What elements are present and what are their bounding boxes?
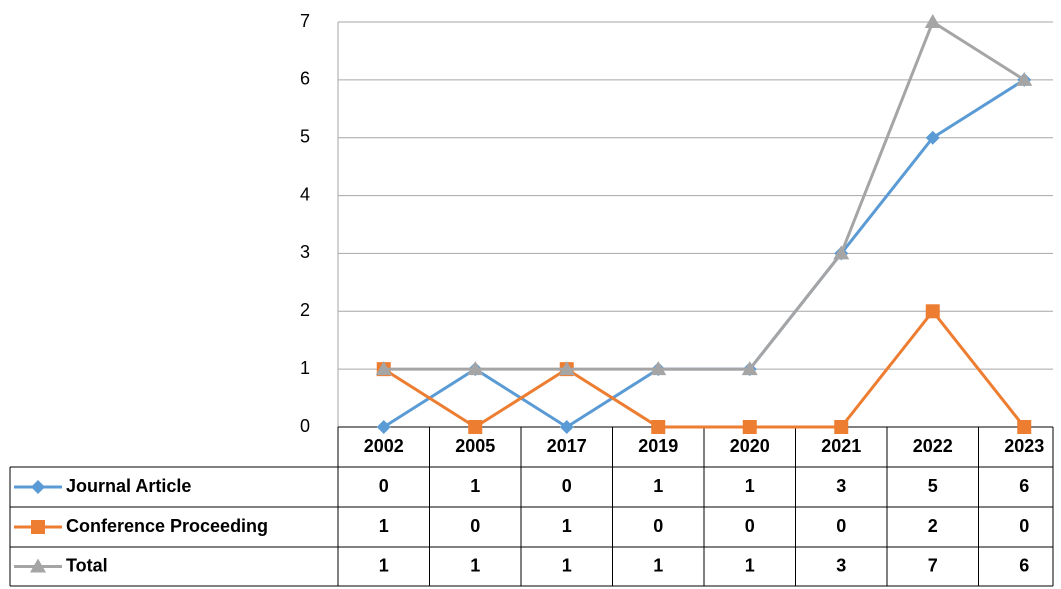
table-value: 6 [1019, 476, 1029, 496]
x-tick-label: 2023 [1004, 436, 1044, 456]
y-tick-label: 5 [300, 126, 310, 146]
legend-label: Total [66, 555, 108, 575]
y-tick-label: 3 [300, 242, 310, 262]
y-tick-label: 2 [300, 300, 310, 320]
marker [924, 14, 941, 28]
table-value: 0 [653, 516, 663, 536]
table-value: 1 [470, 476, 480, 496]
table-value: 0 [379, 476, 389, 496]
x-tick-label: 2021 [821, 436, 861, 456]
x-tick-label: 2020 [730, 436, 770, 456]
marker [376, 420, 391, 434]
table-value: 5 [928, 476, 938, 496]
table-value: 1 [470, 555, 480, 575]
x-tick-label: 2019 [638, 436, 678, 456]
table-value: 0 [562, 476, 572, 496]
marker [834, 420, 849, 434]
marker [559, 420, 574, 434]
table-value: 1 [653, 555, 663, 575]
marker [467, 361, 484, 376]
table-value: 6 [1019, 555, 1029, 575]
y-tick-label: 4 [300, 184, 310, 204]
table-value: 3 [836, 476, 846, 496]
y-tick-label: 6 [300, 69, 310, 89]
y-tick-label: 1 [300, 358, 310, 378]
table-value: 1 [562, 555, 572, 575]
legend-key-marker [31, 520, 45, 534]
marker [833, 245, 850, 260]
legend-key-marker [30, 558, 46, 573]
marker [1016, 71, 1033, 86]
x-tick-label: 2017 [547, 436, 587, 456]
x-tick-label: 2005 [455, 436, 495, 456]
marker [1017, 420, 1032, 434]
table-value: 0 [470, 516, 480, 536]
x-tick-label: 2022 [913, 436, 953, 456]
series-line [383, 19, 1026, 371]
table-value: 1 [379, 516, 389, 536]
table-value: 7 [928, 555, 938, 575]
x-tick-label: 2002 [364, 436, 404, 456]
marker [468, 420, 483, 434]
table-value: 1 [562, 516, 572, 536]
legend-key-marker [31, 480, 45, 494]
marker [651, 420, 666, 434]
table-value: 3 [836, 555, 846, 575]
table-value: 1 [379, 555, 389, 575]
marker [742, 420, 757, 434]
marker [925, 130, 940, 145]
table-value: 2 [928, 516, 938, 536]
table-value: 0 [1019, 516, 1029, 536]
legend-label: Conference Proceeding [66, 516, 268, 536]
marker [558, 361, 575, 376]
table-value: 1 [745, 555, 755, 575]
y-tick-label: 0 [300, 416, 310, 436]
table-value: 1 [653, 476, 663, 496]
table-value: 0 [745, 516, 755, 536]
legend-label: Journal Article [66, 476, 191, 496]
series-line [382, 308, 1026, 429]
marker [650, 361, 667, 376]
table-value: 1 [745, 476, 755, 496]
marker [741, 361, 758, 376]
table-value: 0 [836, 516, 846, 536]
marker [925, 304, 940, 319]
y-tick-label: 7 [300, 11, 310, 31]
marker [375, 361, 392, 376]
